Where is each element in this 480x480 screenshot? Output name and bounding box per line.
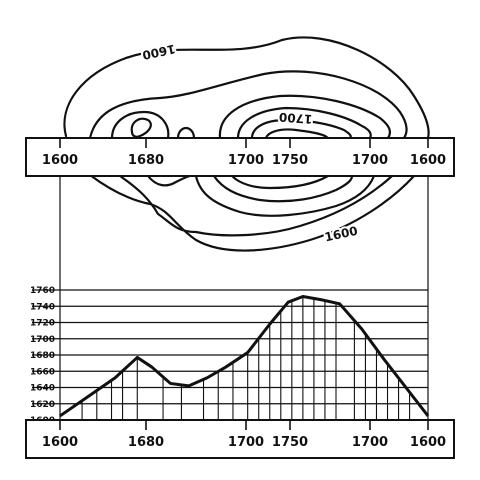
y-tick-label-1620: 1620: [30, 400, 55, 410]
section-line-label: 1750: [272, 153, 308, 168]
y-tick-label-1720: 1720: [30, 319, 55, 329]
section-line-label: 1700: [352, 153, 388, 168]
y-tick-label-1740: 1740: [30, 302, 55, 312]
y-tick-label-1660: 1660: [30, 367, 55, 377]
contour-label-1600-bottom: 1600: [323, 224, 359, 245]
baseline-label: 1600: [410, 435, 446, 450]
baseline-strip-frame: [25, 419, 455, 459]
baseline-label: 1600: [42, 435, 78, 450]
contour-label-1600-top: 1600: [141, 42, 177, 63]
section-labels: 1600 1680 1700 1750 1700 1600: [42, 153, 446, 168]
contour-line-fourth-top: [236, 106, 372, 140]
contour-line-left-dome: [110, 110, 170, 140]
section-strip-frame: [25, 137, 455, 177]
section-strip: 1600 1680 1700 1750 1700 1600: [25, 137, 455, 177]
contour-line-second-bottom: [118, 174, 394, 237]
contour-line-inner-ring: [264, 128, 330, 140]
contour-line-fifth-bottom: [230, 174, 330, 190]
y-tick-label-1680: 1680: [30, 351, 55, 361]
baseline-strip: 1600 1680 1700 1750 1700 1600: [25, 419, 455, 459]
y-tick-label-1640: 1640: [30, 384, 55, 394]
section-line-label: 1680: [128, 153, 164, 168]
baseline-label: 1750: [272, 435, 308, 450]
section-ticks: [59, 138, 429, 148]
contour-line-third-bottom: [194, 174, 376, 217]
section-line-label: 1600: [42, 153, 78, 168]
contour-line-fourth-bottom: [212, 174, 354, 203]
contour-label-1700-top: 1700: [279, 110, 313, 126]
baseline-label: 1680: [128, 435, 164, 450]
contour-line-small-bump: [176, 126, 196, 140]
contour-line-1700: [250, 118, 352, 140]
baseline-ticks: [59, 420, 429, 430]
contour-line-third-top: [218, 94, 391, 140]
contour-line-outer-top: [63, 36, 430, 140]
section-line-label: 1700: [228, 153, 264, 168]
contour-map: [63, 36, 430, 252]
baseline-label: 1700: [228, 435, 264, 450]
y-tick-label-1700: 1700: [30, 335, 55, 345]
contour-line-second-top: [88, 70, 408, 140]
contour-line-outer-bottom: [88, 173, 416, 252]
baseline-labels: 1600 1680 1700 1750 1700 1600: [42, 435, 446, 450]
y-tick-label-1760: 1760: [30, 286, 55, 296]
profile-curve: [59, 295, 430, 418]
contour-line-left-bottom: [146, 174, 192, 187]
contour-line-left-ring: [130, 117, 152, 138]
baseline-label: 1700: [352, 435, 388, 450]
profile-gridlines: [32, 289, 428, 405]
section-line-label: 1600: [410, 153, 446, 168]
